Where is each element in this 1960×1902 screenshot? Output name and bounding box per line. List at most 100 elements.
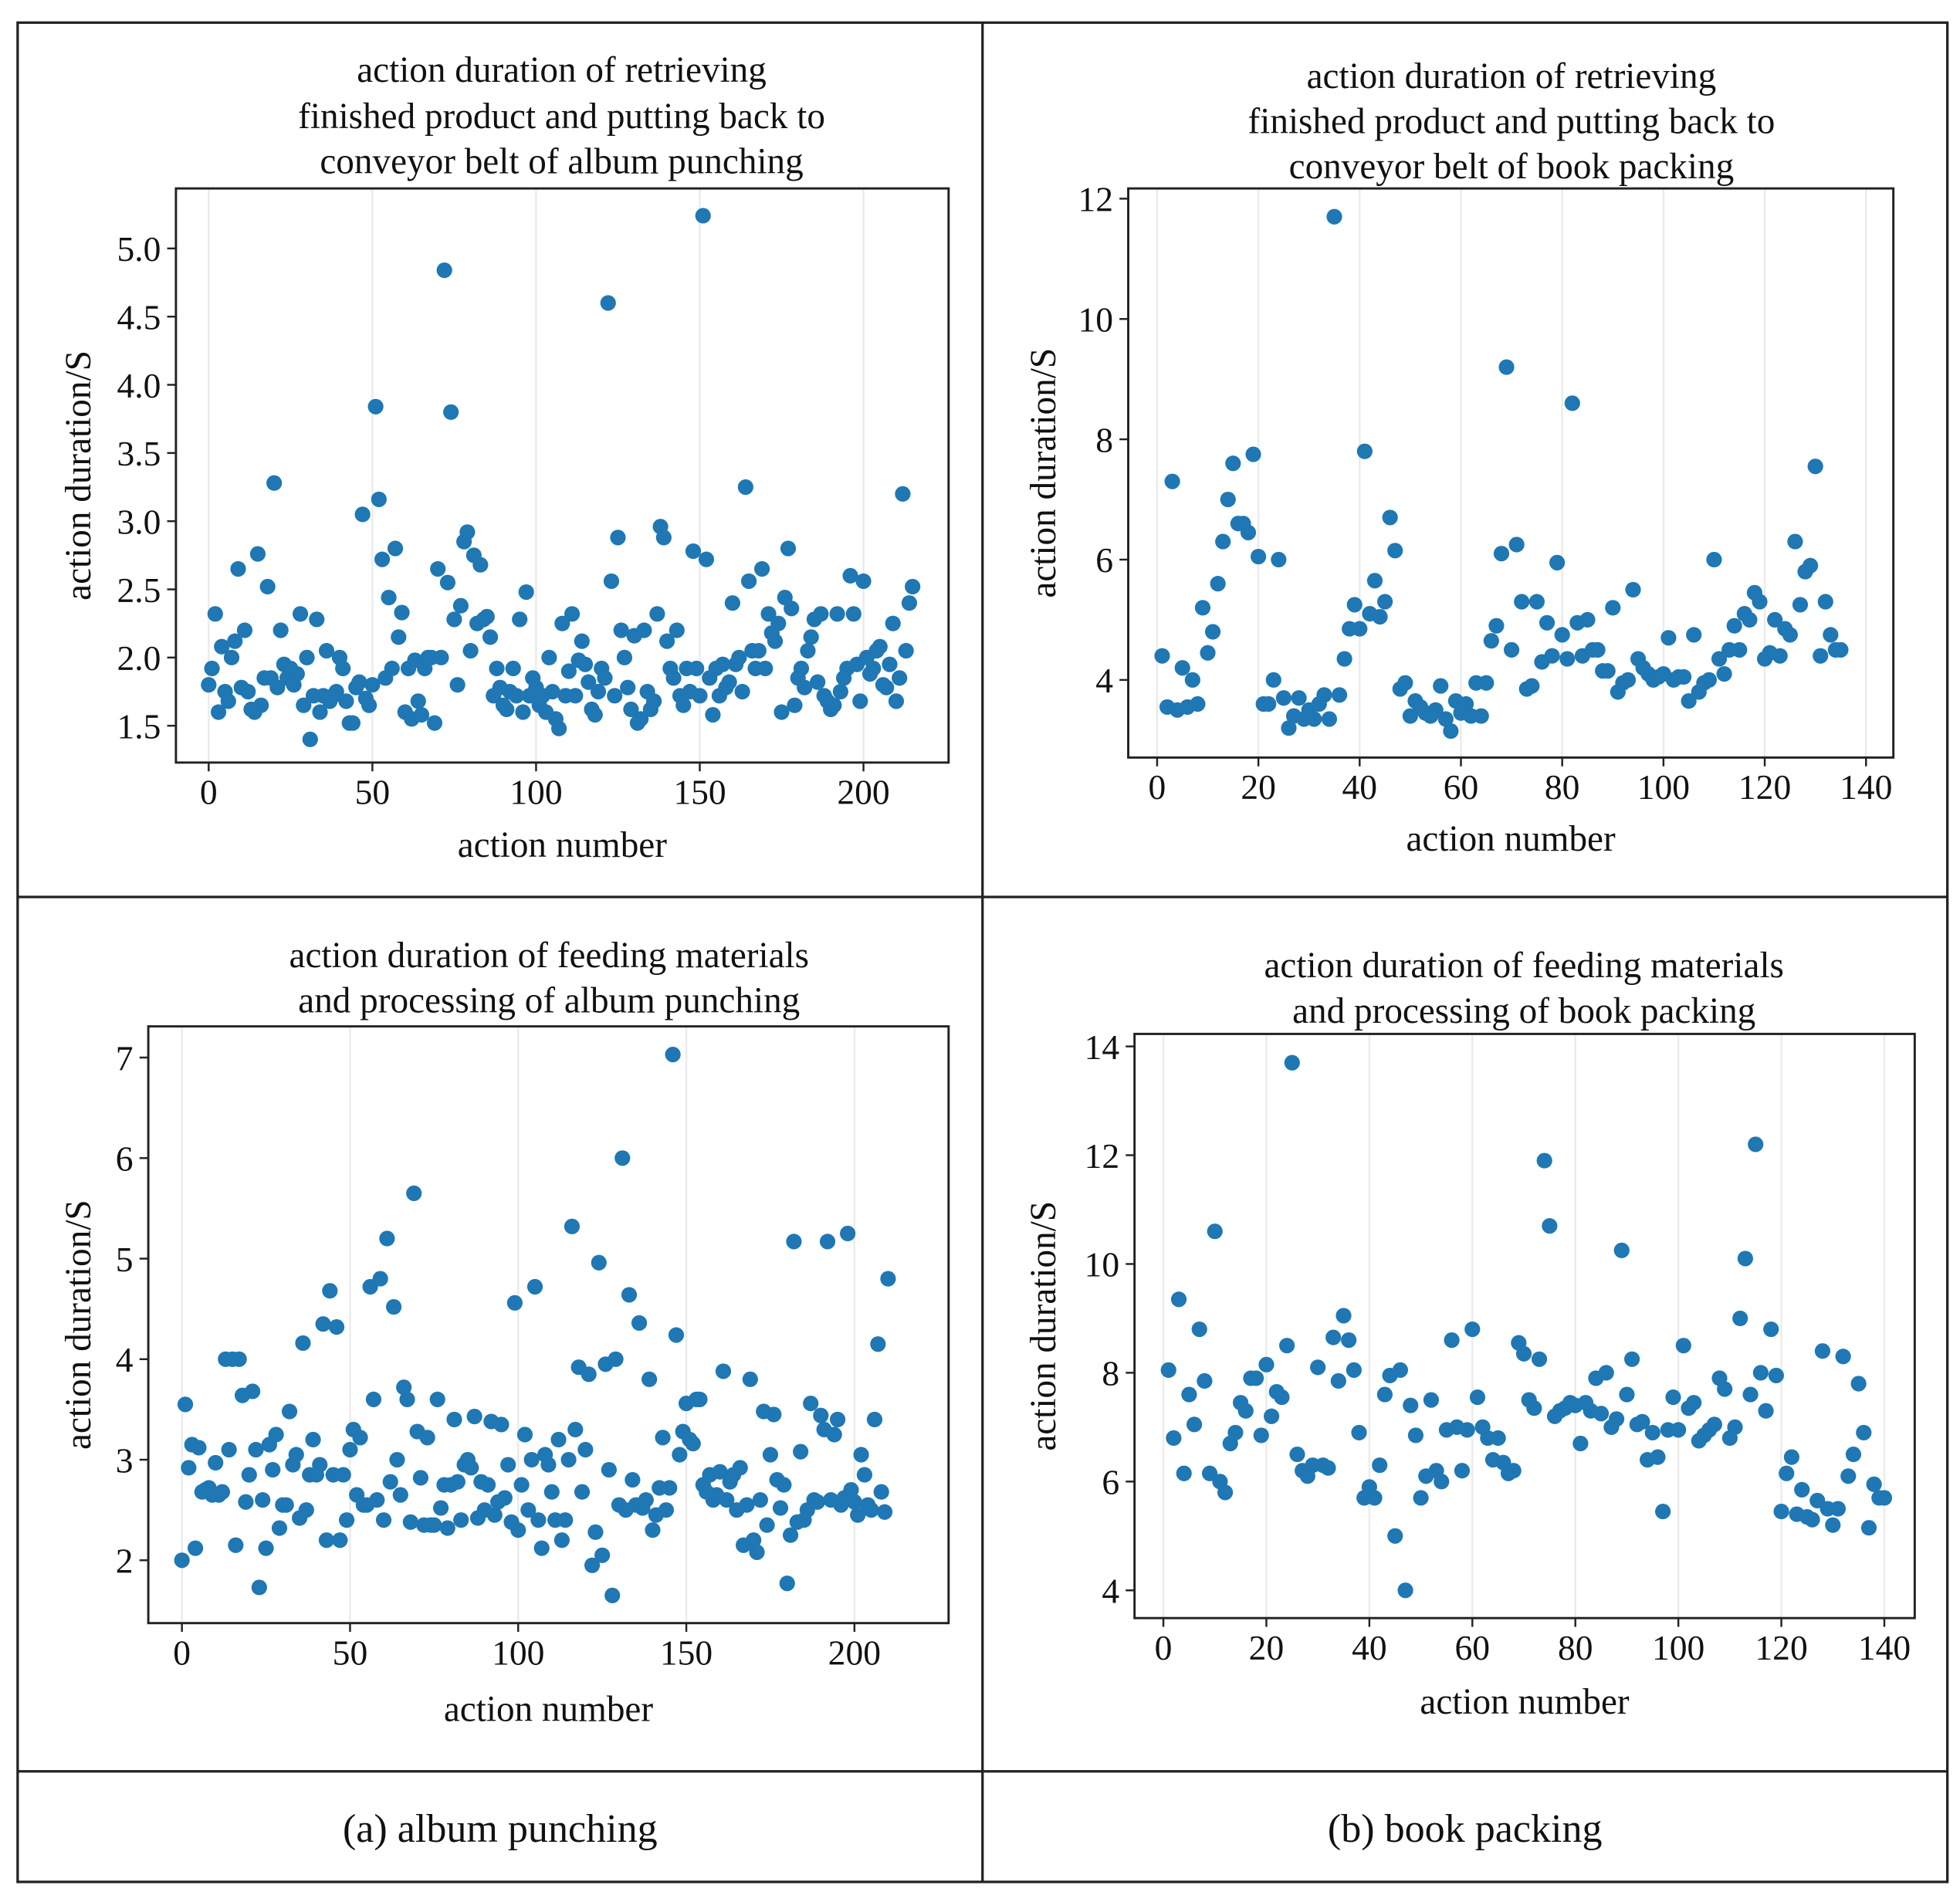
- data-point: [1366, 573, 1383, 589]
- data-point: [295, 1335, 311, 1352]
- data-point: [878, 679, 895, 695]
- data-point: [560, 663, 577, 679]
- data-point: [1197, 1372, 1213, 1389]
- data-point: [1356, 443, 1373, 459]
- data-point: [770, 615, 787, 631]
- data-point: [1478, 675, 1495, 691]
- data-point: [724, 595, 740, 611]
- data-point: [449, 1474, 465, 1490]
- data-point: [672, 1447, 688, 1463]
- data-point: [177, 1396, 194, 1413]
- data-point: [375, 1512, 392, 1528]
- y-tick-label: 8: [1102, 1354, 1119, 1393]
- data-point: [1845, 1447, 1862, 1463]
- data-point: [1261, 695, 1277, 712]
- y-tick-label: 4: [1095, 661, 1113, 700]
- data-point: [591, 1254, 607, 1271]
- data-point: [394, 604, 410, 621]
- data-point: [1275, 690, 1292, 706]
- data-point: [305, 1431, 321, 1448]
- data-point: [692, 688, 708, 704]
- data-point: [774, 704, 790, 720]
- data-point: [419, 1430, 435, 1446]
- data-point: [413, 706, 430, 723]
- data-point: [668, 1327, 685, 1343]
- chart-title-line: action duration of retrieving: [357, 50, 767, 90]
- data-point: [594, 1547, 611, 1563]
- data-point: [1274, 1389, 1290, 1406]
- data-point: [1716, 665, 1732, 682]
- data-point: [1351, 1424, 1367, 1441]
- data-point: [882, 656, 898, 672]
- data-point: [1526, 1400, 1542, 1416]
- x-tick-label: 200: [837, 773, 889, 812]
- data-point: [800, 642, 816, 659]
- data-point: [496, 1490, 513, 1506]
- data-point: [1835, 1349, 1851, 1365]
- caption-book-packing: (b) book packing: [1328, 1807, 1603, 1851]
- data-point: [732, 1460, 748, 1476]
- data-point: [613, 622, 629, 638]
- data-point: [541, 649, 557, 665]
- data-point: [843, 1482, 859, 1498]
- data-point: [1376, 1386, 1393, 1403]
- data-point: [278, 1497, 294, 1513]
- data-point: [1387, 1528, 1403, 1544]
- data-point: [1217, 1484, 1234, 1501]
- data-point: [665, 670, 682, 686]
- x-tick-label: 60: [1444, 767, 1479, 807]
- data-point: [1289, 1447, 1305, 1463]
- data-point: [449, 677, 465, 693]
- data-point: [1316, 687, 1332, 703]
- x-tick-label: 100: [1637, 767, 1690, 807]
- data-point: [1264, 1408, 1280, 1424]
- data-point: [505, 660, 521, 677]
- data-point: [793, 660, 810, 677]
- data-point: [516, 1426, 533, 1443]
- data-point: [551, 720, 567, 736]
- data-point: [1407, 1427, 1424, 1443]
- data-point: [809, 1494, 826, 1510]
- data-point: [846, 1494, 862, 1510]
- data-point: [439, 574, 456, 591]
- data-point: [1671, 1422, 1687, 1438]
- data-point: [240, 683, 256, 700]
- plot-area: [174, 187, 950, 764]
- data-point: [318, 1532, 335, 1548]
- y-tick-label: 2.5: [117, 570, 161, 610]
- data-point: [499, 701, 515, 718]
- data-point: [1564, 395, 1580, 411]
- data-point: [1346, 597, 1363, 613]
- data-point: [335, 660, 351, 677]
- data-point: [515, 704, 531, 720]
- data-point: [888, 693, 905, 709]
- data-point: [1579, 611, 1596, 628]
- data-point: [689, 660, 705, 677]
- data-point: [1493, 546, 1510, 562]
- x-tick-label: 140: [1840, 767, 1892, 807]
- data-point: [1341, 1332, 1357, 1349]
- data-point: [1372, 1457, 1388, 1474]
- data-point: [742, 1371, 758, 1387]
- y-tick-label: 2.0: [117, 638, 161, 678]
- data-point: [309, 611, 325, 628]
- data-point: [462, 642, 479, 659]
- data-point: [1434, 1474, 1450, 1490]
- data-point: [402, 1514, 418, 1530]
- data-point: [614, 1150, 631, 1166]
- data-point: [223, 649, 240, 665]
- data-point: [1397, 675, 1413, 691]
- data-point: [1515, 1345, 1532, 1362]
- data-point: [489, 660, 505, 677]
- caption-album-punching: (a) album punching: [343, 1807, 658, 1851]
- data-point: [1166, 1430, 1182, 1447]
- data-point: [1464, 1321, 1481, 1338]
- data-point: [616, 649, 633, 665]
- data-point: [251, 1579, 267, 1596]
- data-point: [574, 633, 590, 649]
- data-point: [1763, 1321, 1779, 1338]
- data-point: [577, 1441, 594, 1458]
- data-point: [1681, 693, 1697, 709]
- data-point: [245, 1383, 261, 1399]
- data-point: [364, 677, 381, 693]
